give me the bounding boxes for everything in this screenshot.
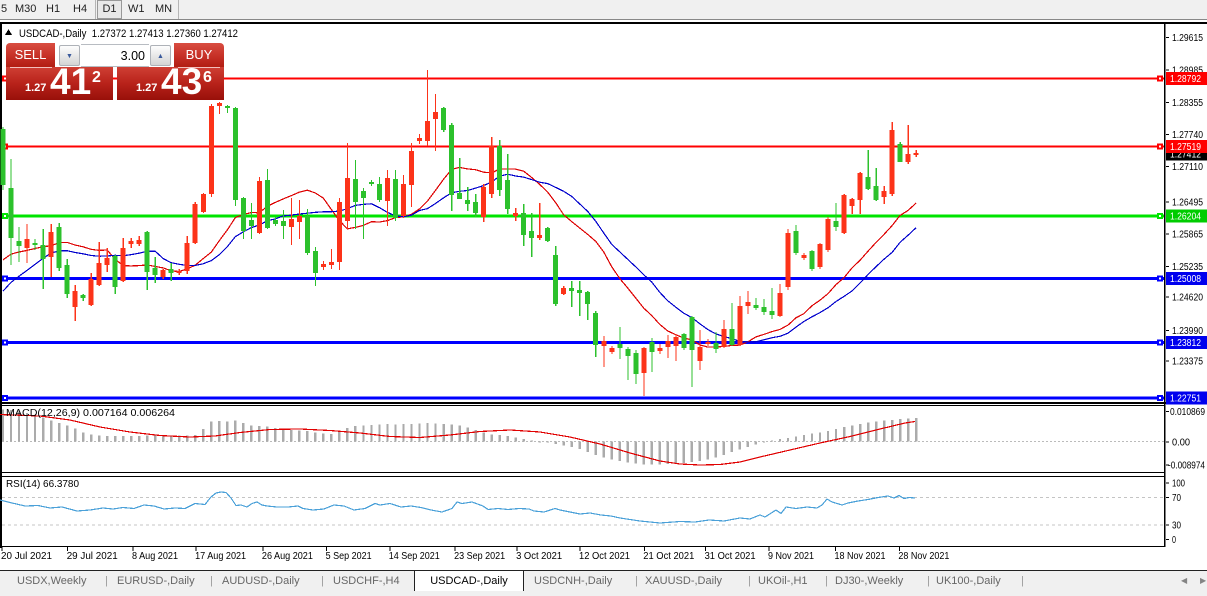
svg-text:23 Sep 2021: 23 Sep 2021 [454,551,505,562]
svg-text:1.23812: 1.23812 [1170,338,1201,349]
svg-text:1.25865: 1.25865 [1172,230,1203,241]
svg-text:0: 0 [1172,535,1176,546]
svg-text:20 Jul 2021: 20 Jul 2021 [1,551,52,562]
svg-text:0.010869: 0.010869 [1170,407,1205,418]
svg-text:-0.008974: -0.008974 [1168,461,1205,472]
svg-text:30: 30 [1172,521,1181,532]
svg-text:1.24620: 1.24620 [1172,293,1203,304]
svg-text:31 Oct 2021: 31 Oct 2021 [705,551,756,562]
svg-text:1.27412: 1.27412 [1170,150,1201,161]
svg-text:1.29615: 1.29615 [1172,33,1203,44]
svg-text:1.28792: 1.28792 [1170,74,1201,85]
svg-text:1.28355: 1.28355 [1172,98,1203,109]
svg-text:17 Aug 2021: 17 Aug 2021 [195,551,246,562]
svg-text:14 Sep 2021: 14 Sep 2021 [389,551,440,562]
svg-text:1.23990: 1.23990 [1172,326,1203,337]
svg-text:21 Oct 2021: 21 Oct 2021 [643,551,694,562]
svg-text:18 Nov 2021: 18 Nov 2021 [835,551,886,562]
svg-text:5 Sep 2021: 5 Sep 2021 [326,551,372,562]
svg-text:0.00: 0.00 [1172,438,1190,449]
svg-text:29 Jul 2021: 29 Jul 2021 [67,551,118,562]
svg-text:1.26495: 1.26495 [1172,197,1203,208]
svg-text:USDCAD-,Daily 1.27372 1.27413: USDCAD-,Daily 1.27372 1.27413 1.27360 1.… [19,28,238,40]
svg-text:MACD(12,26,9) 0.007164 0.00626: MACD(12,26,9) 0.007164 0.006264 [6,408,175,419]
svg-text:1.27740: 1.27740 [1172,130,1203,141]
svg-text:70: 70 [1172,493,1181,504]
svg-text:1.27519: 1.27519 [1170,142,1201,153]
svg-text:1.25008: 1.25008 [1170,274,1201,285]
svg-text:8 Aug 2021: 8 Aug 2021 [132,551,178,562]
svg-text:1.23375: 1.23375 [1172,357,1203,368]
svg-text:1.27110: 1.27110 [1172,162,1203,173]
svg-text:100: 100 [1172,479,1185,490]
svg-text:1.26204: 1.26204 [1170,212,1201,223]
svg-text:12 Oct 2021: 12 Oct 2021 [579,551,630,562]
svg-text:RSI(14) 66.3780: RSI(14) 66.3780 [6,479,79,490]
svg-text:1.22751: 1.22751 [1170,394,1201,405]
svg-text:9 Nov 2021: 9 Nov 2021 [768,551,814,562]
svg-text:3 Oct 2021: 3 Oct 2021 [516,551,562,562]
svg-text:1.25235: 1.25235 [1172,262,1203,273]
svg-text:26 Aug 2021: 26 Aug 2021 [262,551,313,562]
svg-text:1.28985: 1.28985 [1172,66,1203,77]
svg-text:28 Nov 2021: 28 Nov 2021 [898,551,949,562]
